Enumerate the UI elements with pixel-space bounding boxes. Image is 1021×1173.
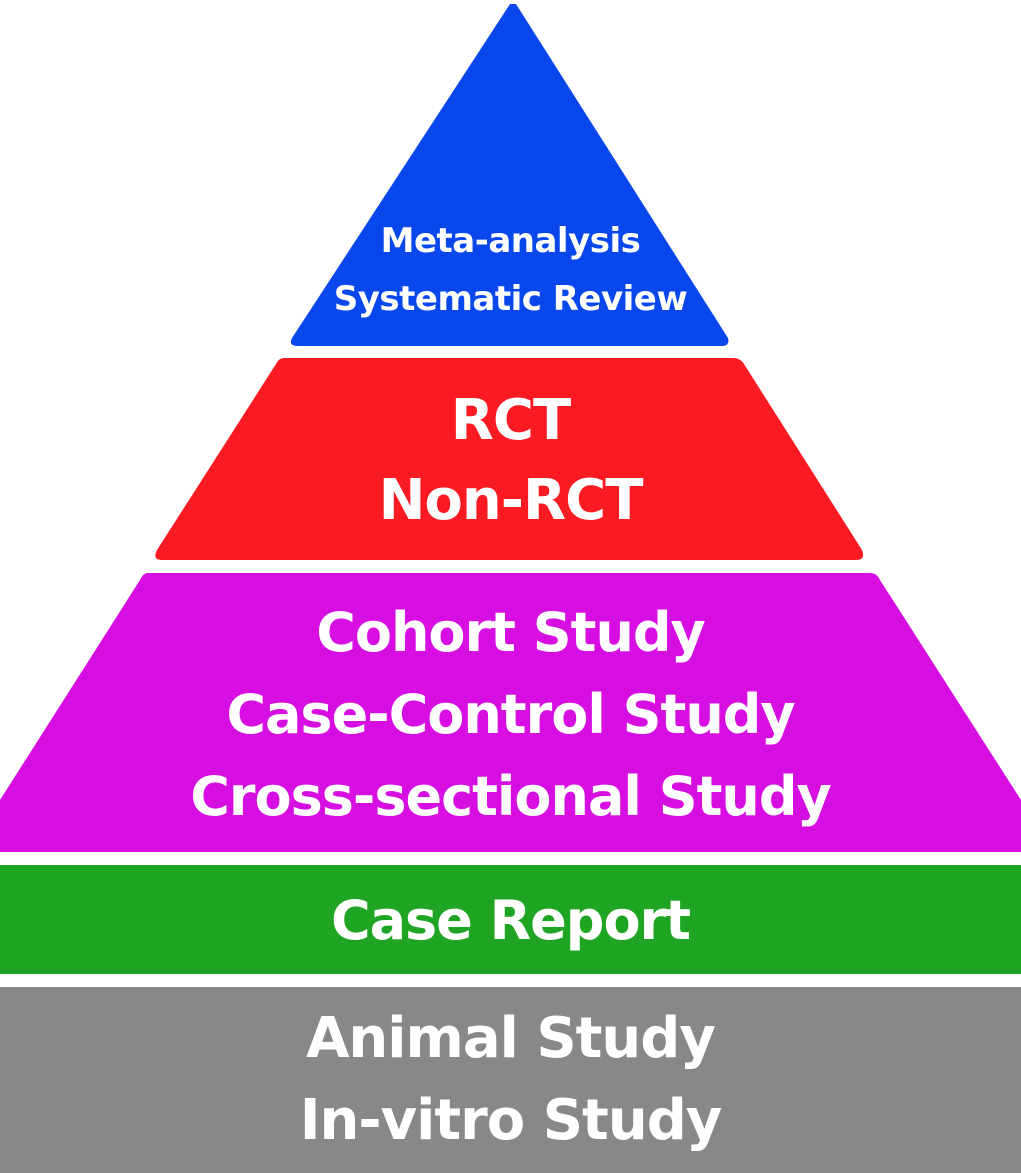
tier-trials-shape <box>155 358 864 560</box>
tier-systematic-review-shape <box>290 4 729 346</box>
tier-case-report-shape <box>0 865 1021 974</box>
tier-basic-research-shape <box>0 987 1021 1173</box>
tier-observational-shape <box>0 573 1021 852</box>
